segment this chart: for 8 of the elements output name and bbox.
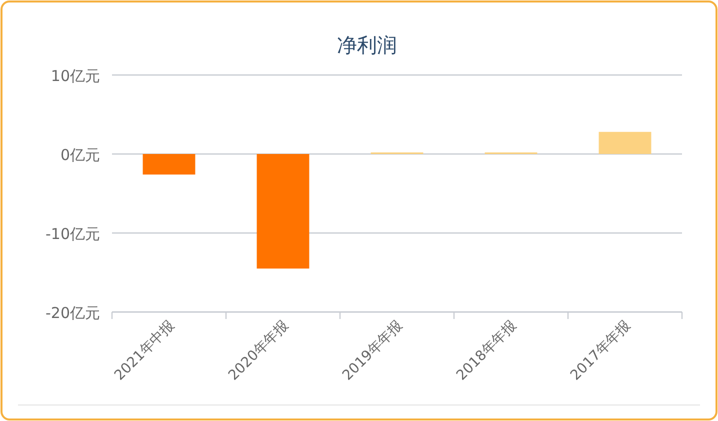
- y-tick-label: 10亿元: [50, 67, 100, 85]
- bar: [142, 154, 196, 175]
- y-tick-label: 0亿元: [60, 146, 100, 164]
- y-tick-label: -10亿元: [46, 225, 100, 243]
- chart-title: 净利润: [337, 33, 397, 57]
- y-tick-label: -20亿元: [46, 304, 100, 322]
- bar: [598, 132, 652, 154]
- bar: [256, 154, 310, 269]
